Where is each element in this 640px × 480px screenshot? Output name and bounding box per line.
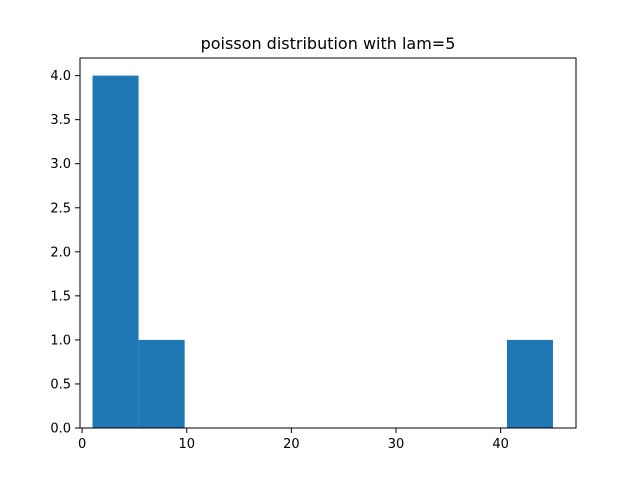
y-tick-label-5: 2.5 — [50, 201, 71, 216]
plot-frame — [79, 57, 577, 429]
bars-layer — [92, 75, 553, 428]
histogram-bar-9 — [506, 339, 553, 428]
x-tick-label-2: 20 — [283, 437, 300, 452]
histogram-bar-1 — [138, 339, 185, 428]
x-tick-label-0: 0 — [78, 437, 86, 452]
y-tick-label-2: 1.0 — [50, 333, 71, 348]
y-tick-label-6: 3.0 — [50, 157, 71, 172]
y-tick-label-3: 1.5 — [50, 289, 71, 304]
y-tick-label-0: 0.0 — [50, 422, 71, 437]
histogram-bar-0 — [92, 75, 139, 428]
y-axis: 0.0 0.5 1.0 1.5 2.0 2.5 3.0 3.5 4.0 — [50, 69, 80, 437]
chart-title: poisson distribution with lam=5 — [201, 34, 456, 53]
y-tick-label-8: 4.0 — [50, 69, 71, 84]
x-tick-label-1: 10 — [178, 437, 195, 452]
y-tick-label-7: 3.5 — [50, 113, 71, 128]
x-axis: 0 10 20 30 40 — [78, 428, 509, 452]
x-tick-label-3: 30 — [388, 437, 405, 452]
x-tick-label-4: 40 — [492, 437, 509, 452]
y-tick-label-4: 2.0 — [50, 245, 71, 260]
y-tick-label-1: 0.5 — [50, 377, 71, 392]
